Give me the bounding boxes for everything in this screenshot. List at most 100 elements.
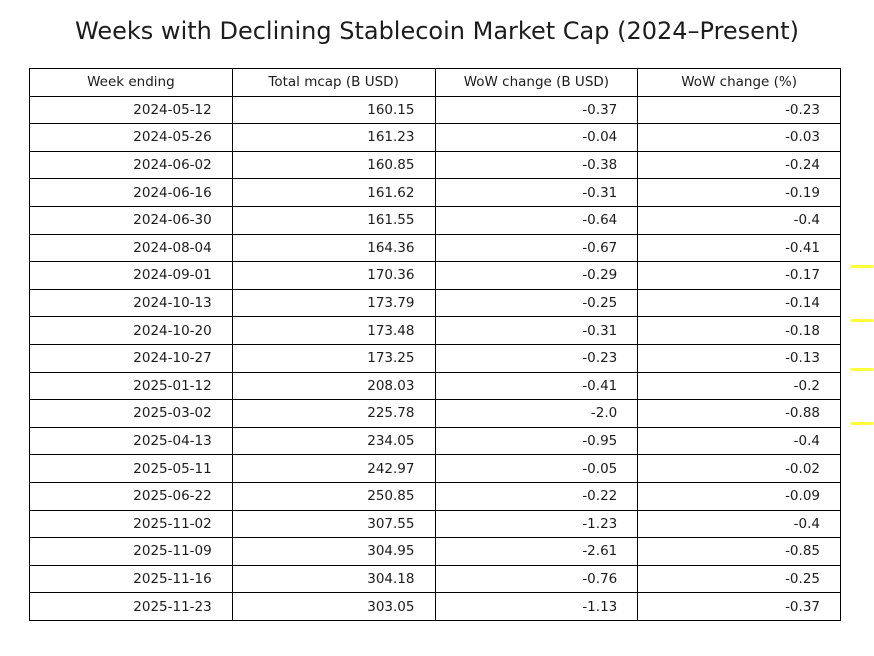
table-cell: 173.48 (231, 316, 436, 345)
table-row: 2024-06-02 160.85 -0.38 -0.24 (29, 150, 841, 180)
data-table: Week ending Total mcap (B USD) WoW chang… (29, 68, 841, 621)
table-cell: -0.14 (637, 288, 841, 318)
table-row: 2025-11-09 304.95 -2.61 -0.85 (29, 537, 841, 566)
highlight-dash (850, 422, 873, 425)
table-cell: 234.05 (231, 426, 436, 456)
table-cell: 2024-10-20 (29, 316, 233, 345)
table-cell: 160.15 (231, 95, 436, 125)
table-cell: -0.25 (637, 564, 841, 594)
table-cell: -0.67 (434, 233, 639, 263)
table-cell: -0.76 (434, 564, 639, 594)
table-cell: 303.05 (231, 592, 436, 621)
table-cell: 2024-05-26 (29, 123, 233, 152)
table-row: 2025-11-02 307.55 -1.23 -0.4 (29, 509, 841, 539)
table-row: 2024-10-13 173.79 -0.25 -0.14 (29, 288, 841, 318)
table-row: 2024-05-26 161.23 -0.04 -0.03 (29, 123, 841, 152)
table-row: 2024-05-12 160.15 -0.37 -0.23 (29, 95, 841, 125)
table-cell: -0.64 (434, 205, 639, 235)
table-cell: 2025-01-12 (29, 371, 233, 401)
highlight-dash (850, 319, 873, 322)
table-cell: -0.24 (637, 150, 841, 180)
table-cell: -0.09 (637, 481, 841, 511)
table-cell: 2024-09-01 (29, 261, 233, 290)
table-cell: -0.37 (637, 592, 841, 621)
table-cell: 161.62 (231, 178, 436, 207)
table-cell: -0.19 (637, 178, 841, 207)
table-cell: -0.13 (637, 343, 841, 373)
table-cell: 2024-06-02 (29, 150, 233, 180)
table-cell: -2.0 (434, 399, 639, 428)
table-cell: 250.85 (231, 481, 436, 511)
table-cell: -0.03 (637, 123, 841, 152)
column-header-week-ending: Week ending (29, 68, 233, 97)
table-cell: 2025-11-16 (29, 564, 233, 594)
table-header: Week ending Total mcap (B USD) WoW chang… (29, 68, 841, 97)
table-row: 2024-06-16 161.62 -0.31 -0.19 (29, 178, 841, 207)
table-cell: 2024-10-13 (29, 288, 233, 318)
table-cell: 2025-03-02 (29, 399, 233, 428)
table-cell: 160.85 (231, 150, 436, 180)
table-cell: -0.29 (434, 261, 639, 290)
table-cell: -0.88 (637, 399, 841, 428)
table-cell: 164.36 (231, 233, 436, 263)
table-cell: -0.04 (434, 123, 639, 152)
table-cell: -0.31 (434, 316, 639, 345)
table-row: 2025-01-12 208.03 -0.41 -0.2 (29, 371, 841, 401)
table-row: 2025-11-16 304.18 -0.76 -0.25 (29, 564, 841, 594)
table-cell: 173.25 (231, 343, 436, 373)
table-cell: -0.38 (434, 150, 639, 180)
table-cell: -0.41 (434, 371, 639, 401)
table-cell: -1.13 (434, 592, 639, 621)
table-row: 2025-05-11 242.97 -0.05 -0.02 (29, 454, 841, 483)
highlight-dash (850, 265, 873, 268)
table-cell: 2024-05-12 (29, 95, 233, 125)
table-row: 2024-10-27 173.25 -0.23 -0.13 (29, 343, 841, 373)
table-cell: -0.23 (637, 95, 841, 125)
table-cell: -0.95 (434, 426, 639, 456)
table-cell: -0.85 (637, 537, 841, 566)
table-cell: -0.37 (434, 95, 639, 125)
column-header-wow-change-busd: WoW change (B USD) (434, 68, 639, 97)
table-cell: 2025-11-02 (29, 509, 233, 539)
table-cell: -0.18 (637, 316, 841, 345)
table-cell: 161.55 (231, 205, 436, 235)
table-cell: 2024-06-30 (29, 205, 233, 235)
column-header-wow-change-pct: WoW change (%) (637, 68, 841, 97)
table-cell: 208.03 (231, 371, 436, 401)
chart-title: Weeks with Declining Stablecoin Market C… (75, 17, 799, 45)
table-row: 2025-04-13 234.05 -0.95 -0.4 (29, 426, 841, 456)
table-cell: -0.25 (434, 288, 639, 318)
table-cell: 2025-06-22 (29, 481, 233, 511)
table-cell: -0.4 (637, 509, 841, 539)
table-header-row: Week ending Total mcap (B USD) WoW chang… (29, 68, 841, 97)
table-cell: -0.2 (637, 371, 841, 401)
table-cell: -0.22 (434, 481, 639, 511)
table-cell: -0.4 (637, 426, 841, 456)
table-cell: 170.36 (231, 261, 436, 290)
table-cell: 2024-06-16 (29, 178, 233, 207)
table-cell: 242.97 (231, 454, 436, 483)
table-cell: 2024-10-27 (29, 343, 233, 373)
table-cell: -0.41 (637, 233, 841, 263)
table-cell: 304.95 (231, 537, 436, 566)
table-row: 2025-06-22 250.85 -0.22 -0.09 (29, 481, 841, 511)
table-cell: 225.78 (231, 399, 436, 428)
table-cell: -0.31 (434, 178, 639, 207)
table-body: 2024-05-12 160.15 -0.37 -0.23 2024-05-26 161.… (29, 95, 841, 621)
table-cell: 2025-05-11 (29, 454, 233, 483)
column-header-total-mcap: Total mcap (B USD) (231, 68, 436, 97)
table-cell: 307.55 (231, 509, 436, 539)
table-cell: 161.23 (231, 123, 436, 152)
table-row: 2024-08-04 164.36 -0.67 -0.41 (29, 233, 841, 263)
highlight-dash (850, 368, 873, 371)
table-cell: -2.61 (434, 537, 639, 566)
table-row: 2024-10-20 173.48 -0.31 -0.18 (29, 316, 841, 345)
table-cell: -1.23 (434, 509, 639, 539)
table-cell: 2024-08-04 (29, 233, 233, 263)
table-cell: -0.02 (637, 454, 841, 483)
table-cell: 2025-04-13 (29, 426, 233, 456)
table-cell: 173.79 (231, 288, 436, 318)
table-row: 2025-03-02 225.78 -2.0 -0.88 (29, 399, 841, 428)
table-cell: -0.17 (637, 261, 841, 290)
